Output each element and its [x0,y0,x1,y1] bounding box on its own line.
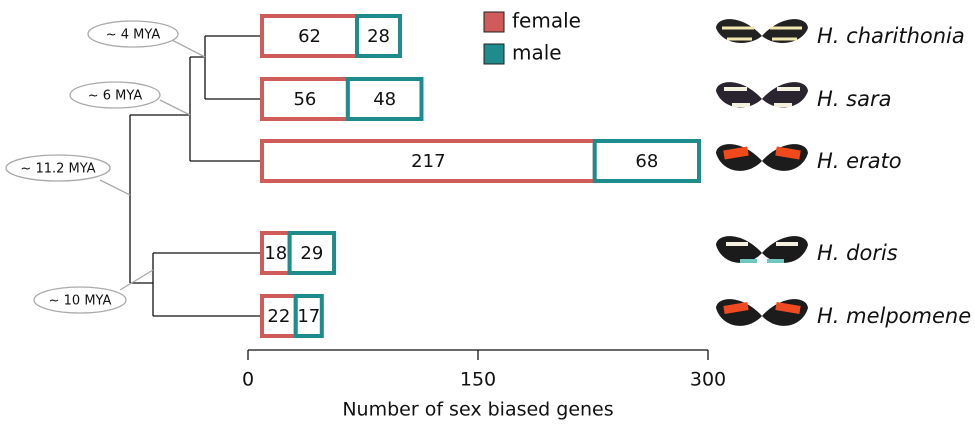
butterfly-icon [716,19,808,43]
category-label: H. melpomene [817,304,971,328]
bar [260,77,350,121]
butterflies [716,19,808,326]
x-tick-label: 150 [460,369,496,391]
legend-swatch [483,43,505,65]
x-tick-label: 300 [690,369,726,391]
bar [345,77,424,121]
butterfly-icon [716,144,808,171]
value-label: 68 [635,151,658,172]
value-label: 48 [373,89,396,110]
butterfly-icon [716,299,808,326]
legend-swatch [483,11,505,33]
bar [592,139,702,183]
annotation: ~ 4 MYA [106,28,161,43]
bar [260,139,597,183]
bar [260,231,292,275]
value-label: 56 [293,89,316,110]
annotation: ~ 6 MYA [88,89,143,104]
value-label: 22 [267,306,290,327]
butterfly-icon [716,236,808,263]
value-label: 28 [367,26,390,47]
phylogeny: ~ 4 MYA ~ 6 MYA ~ 11.2 MYA ~ 10 MYA [5,20,262,317]
category-label: H. sara [817,87,891,111]
value-label: 62 [298,26,321,47]
category-label: H. erato [817,149,902,173]
butterfly-icon [716,82,808,108]
x-tick-label: 0 [242,369,254,391]
value-label: 217 [411,151,445,172]
x-axis-label: Number of sex biased genes [342,399,613,421]
category-label: H. charithonia [817,24,965,48]
annotation: ~ 10 MYA [49,294,112,309]
value-label: 18 [264,243,287,264]
annotation: ~ 11.2 MYA [20,162,95,177]
legend-label: male [512,41,562,65]
legend-label: female [512,9,581,33]
bar [293,294,324,338]
bar [355,14,403,58]
value-label: 17 [297,306,320,327]
value-label: 29 [300,243,323,264]
bar [287,231,337,275]
category-label: H. doris [817,241,898,265]
